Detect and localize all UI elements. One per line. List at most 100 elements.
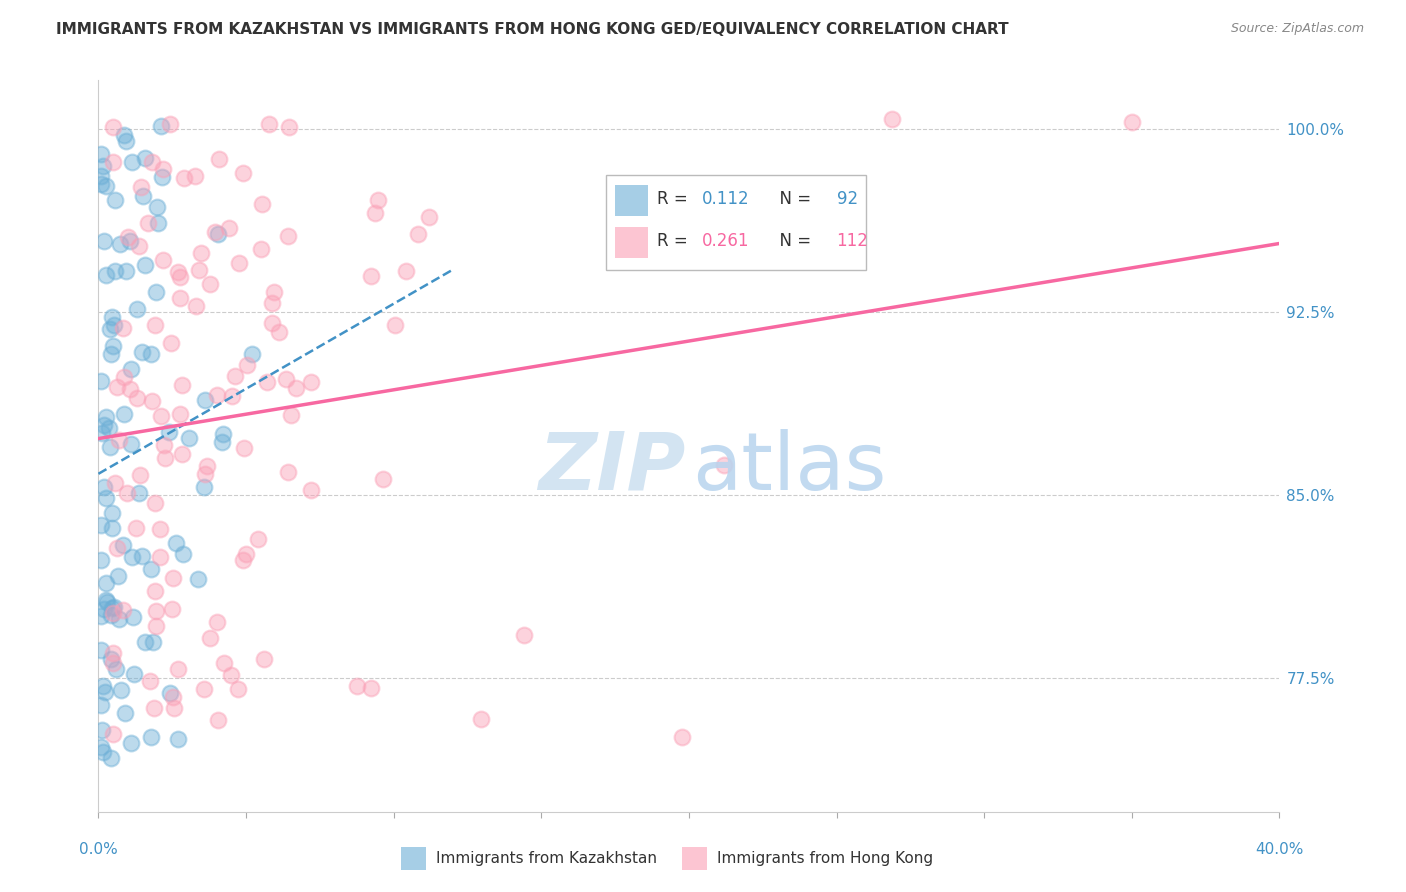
Point: [105, 541, 128, 555]
Point: [253, 651, 276, 665]
Point: [219, 667, 242, 681]
Point: [96, 595, 118, 609]
Point: [103, 656, 125, 670]
Point: [91, 159, 114, 173]
Text: 0.112: 0.112: [702, 190, 749, 208]
FancyBboxPatch shape: [614, 227, 648, 258]
Point: [470, 712, 492, 726]
Point: [94, 593, 117, 607]
Point: [671, 730, 693, 744]
Point: [160, 336, 183, 351]
Point: [172, 377, 194, 392]
Point: [128, 239, 150, 253]
Point: [90, 146, 112, 161]
Point: [100, 652, 122, 666]
Point: [134, 635, 156, 649]
Point: [145, 285, 167, 300]
Point: [143, 318, 166, 332]
Point: [143, 584, 166, 599]
Point: [129, 179, 152, 194]
Point: [91, 679, 114, 693]
Point: [212, 656, 235, 670]
Point: [152, 437, 174, 451]
Point: [103, 607, 125, 621]
Point: [90, 723, 112, 737]
Point: [139, 346, 162, 360]
Point: [94, 685, 117, 699]
Point: [107, 568, 129, 582]
Point: [406, 227, 429, 241]
Point: [165, 535, 187, 549]
Point: [121, 155, 143, 169]
Point: [166, 662, 188, 676]
Point: [232, 553, 254, 567]
Point: [193, 682, 215, 697]
Point: [139, 673, 162, 688]
Point: [170, 447, 193, 461]
Point: [90, 698, 112, 712]
Point: [120, 437, 142, 451]
Point: [149, 522, 172, 536]
Point: [207, 615, 229, 630]
Point: [256, 375, 278, 389]
Point: [125, 301, 148, 316]
Text: R =: R =: [657, 190, 693, 208]
Text: Immigrants from Hong Kong: Immigrants from Hong Kong: [717, 852, 934, 866]
FancyBboxPatch shape: [614, 185, 648, 216]
Point: [153, 451, 176, 466]
Point: [262, 296, 284, 310]
Point: [418, 210, 440, 224]
Point: [169, 291, 191, 305]
Point: [111, 538, 134, 552]
Point: [167, 732, 190, 747]
Point: [90, 518, 112, 533]
Point: [360, 681, 382, 695]
Point: [367, 193, 389, 207]
Point: [207, 714, 229, 728]
Point: [299, 483, 322, 498]
Point: [162, 701, 184, 715]
Point: [211, 434, 233, 449]
Point: [205, 388, 228, 402]
Point: [94, 576, 117, 591]
Point: [240, 347, 263, 361]
Point: [100, 608, 122, 623]
Point: [128, 467, 150, 482]
Point: [103, 646, 125, 660]
Point: [134, 258, 156, 272]
Point: [162, 571, 184, 585]
Point: [226, 682, 249, 697]
Point: [200, 632, 222, 646]
Point: [125, 391, 148, 405]
Text: Immigrants from Kazakhstan: Immigrants from Kazakhstan: [436, 852, 657, 866]
Text: N =: N =: [769, 190, 817, 208]
Point: [194, 467, 217, 481]
Point: [193, 480, 215, 494]
Point: [184, 299, 207, 313]
Point: [120, 382, 142, 396]
Point: [224, 369, 246, 384]
Point: [167, 265, 190, 279]
Point: [93, 602, 115, 616]
Point: [142, 635, 165, 649]
Point: [177, 431, 200, 445]
Point: [94, 268, 117, 282]
Point: [112, 369, 135, 384]
Point: [101, 339, 124, 353]
Point: [131, 549, 153, 563]
Point: [190, 246, 212, 260]
Point: [172, 547, 194, 561]
Point: [150, 169, 173, 184]
Point: [280, 409, 302, 423]
Point: [136, 216, 159, 230]
Point: [184, 169, 207, 183]
Text: 92: 92: [837, 190, 858, 208]
Point: [200, 277, 222, 291]
Point: [112, 128, 135, 142]
Point: [169, 270, 191, 285]
Point: [149, 409, 172, 423]
Point: [143, 496, 166, 510]
Point: [207, 227, 229, 242]
Point: [100, 347, 122, 361]
Point: [880, 112, 903, 127]
